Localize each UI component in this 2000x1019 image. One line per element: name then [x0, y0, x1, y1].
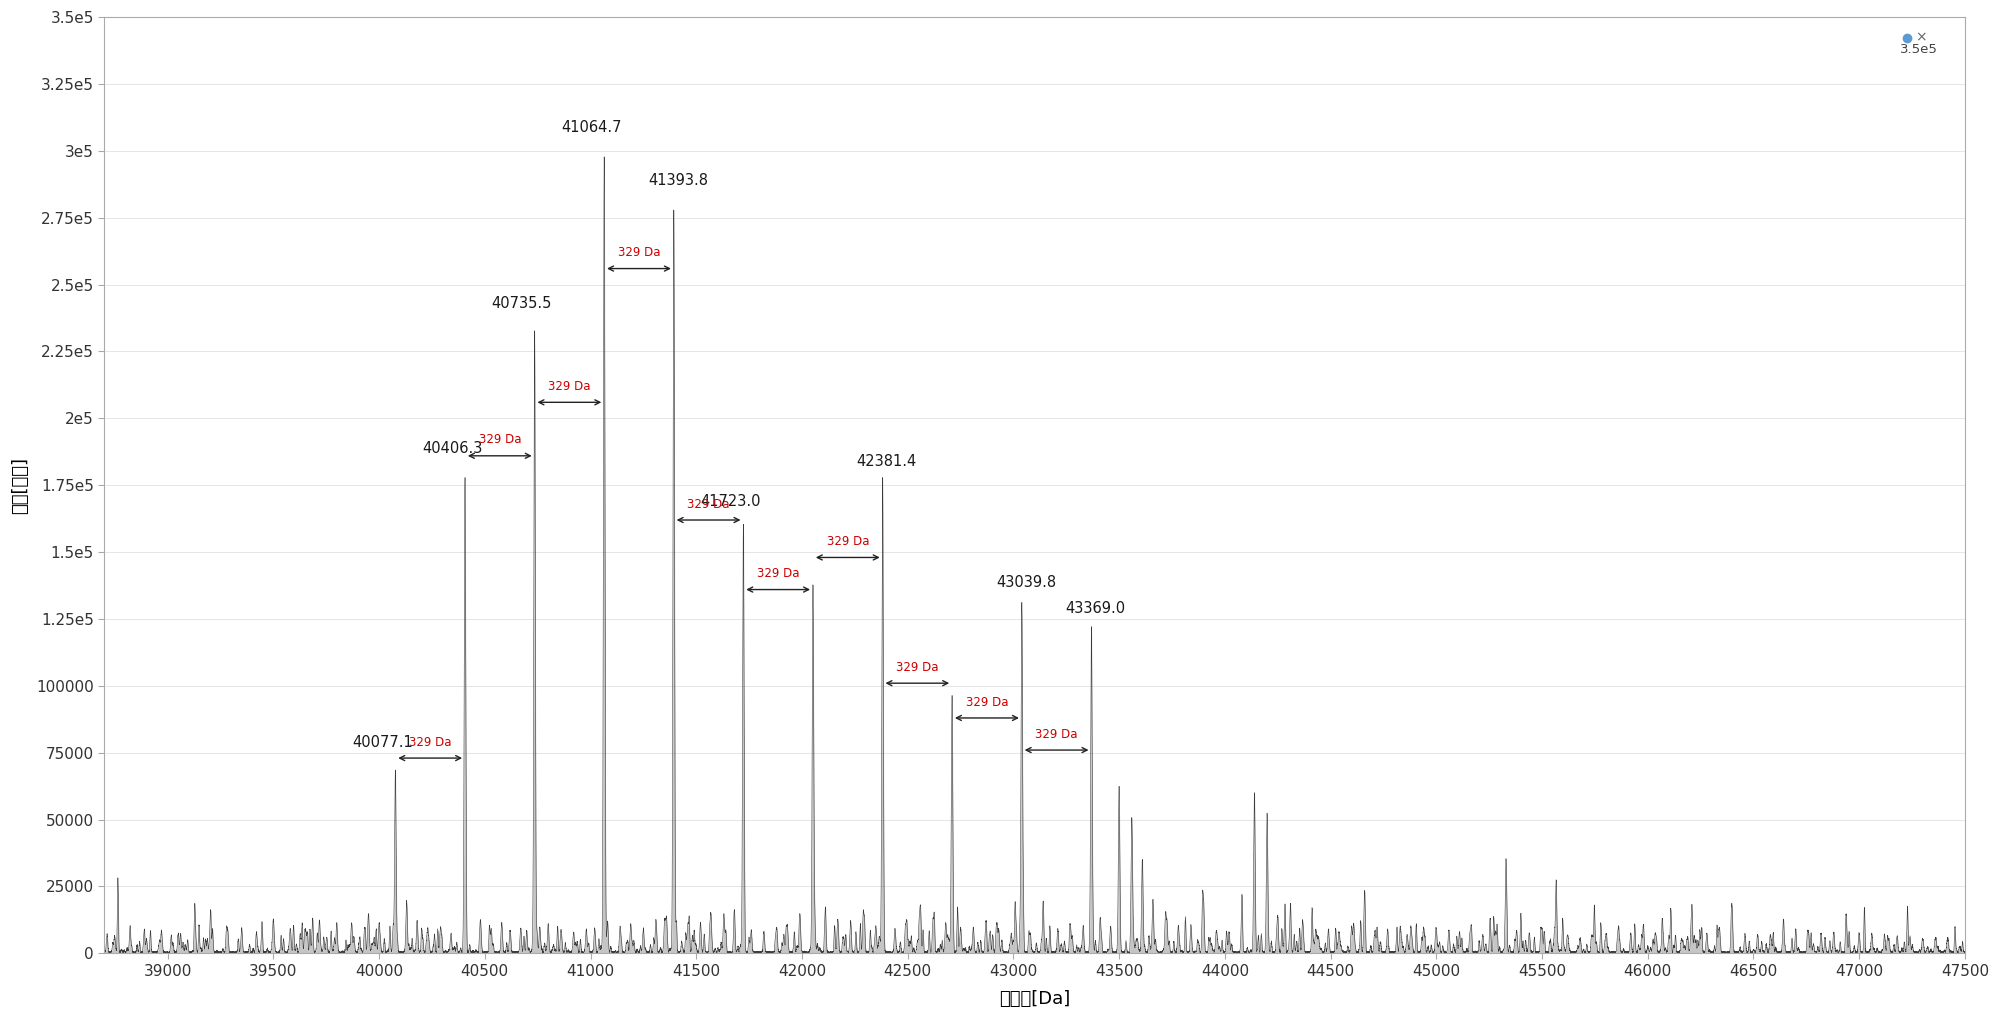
Text: 40077.1: 40077.1	[352, 735, 414, 750]
Text: 329 Da: 329 Da	[826, 535, 870, 548]
Text: 41723.0: 41723.0	[700, 494, 760, 510]
X-axis label: 质量数[Da]: 质量数[Da]	[998, 989, 1070, 1008]
Text: 41393.8: 41393.8	[648, 173, 708, 189]
Text: 329 Da: 329 Da	[1036, 728, 1078, 741]
Y-axis label: 强度[计数]: 强度[计数]	[12, 457, 30, 514]
Text: 3.5e5: 3.5e5	[1900, 44, 1938, 56]
Text: 329 Da: 329 Da	[756, 568, 800, 580]
Text: 43039.8: 43039.8	[996, 575, 1056, 590]
Text: 329 Da: 329 Da	[896, 661, 938, 674]
Text: 42381.4: 42381.4	[856, 454, 916, 469]
Text: 329 Da: 329 Da	[618, 247, 660, 259]
Text: 41064.7: 41064.7	[562, 120, 622, 135]
Text: 329 Da: 329 Da	[408, 736, 452, 749]
Text: 40406.3: 40406.3	[422, 441, 482, 455]
Text: 329 Da: 329 Da	[478, 433, 522, 446]
Text: 329 Da: 329 Da	[548, 380, 590, 393]
Text: 329 Da: 329 Da	[966, 696, 1008, 708]
Text: 329 Da: 329 Da	[688, 497, 730, 511]
Text: 43369.0: 43369.0	[1066, 601, 1126, 616]
Text: 40735.5: 40735.5	[492, 297, 552, 312]
Text: ×: ×	[1916, 31, 1928, 45]
